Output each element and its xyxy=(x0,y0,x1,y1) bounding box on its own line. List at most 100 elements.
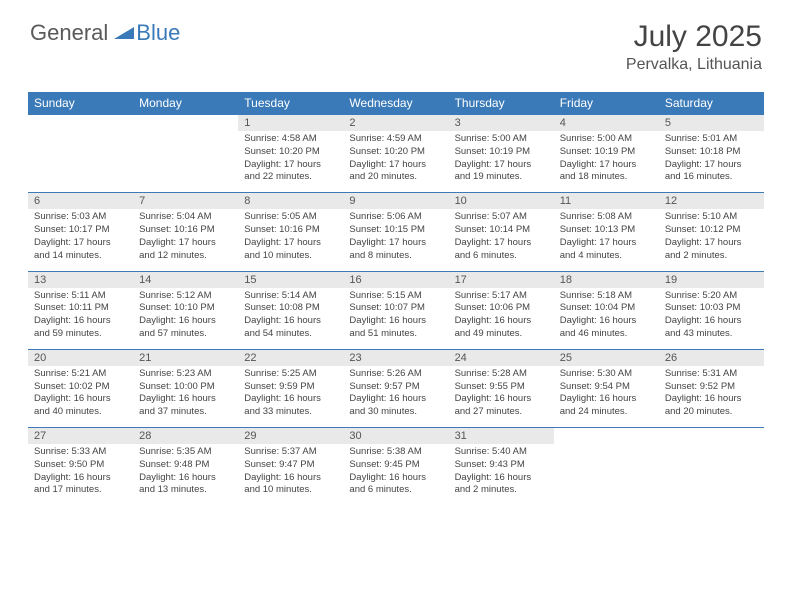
day-details: Sunrise: 5:18 AMSunset: 10:04 PMDaylight… xyxy=(554,288,659,349)
day-details: Sunrise: 5:14 AMSunset: 10:08 PMDaylight… xyxy=(238,288,343,349)
day-number: 18 xyxy=(554,272,659,288)
triangle-icon xyxy=(114,23,134,44)
day-number: 6 xyxy=(28,193,133,209)
calendar-day: 6Sunrise: 5:03 AMSunset: 10:17 PMDayligh… xyxy=(28,193,133,271)
logo-text-general: General xyxy=(30,20,108,46)
day-number: 16 xyxy=(343,272,448,288)
calendar-day: 20Sunrise: 5:21 AMSunset: 10:02 PMDaylig… xyxy=(28,349,133,427)
day-number: 9 xyxy=(343,193,448,209)
day-details: Sunrise: 5:12 AMSunset: 10:10 PMDaylight… xyxy=(133,288,238,349)
calendar-day: 15Sunrise: 5:14 AMSunset: 10:08 PMDaylig… xyxy=(238,271,343,349)
day-number: 14 xyxy=(133,272,238,288)
day-number: 31 xyxy=(449,428,554,444)
calendar-day: 19Sunrise: 5:20 AMSunset: 10:03 PMDaylig… xyxy=(659,271,764,349)
day-number: 28 xyxy=(133,428,238,444)
day-details: Sunrise: 5:04 AMSunset: 10:16 PMDaylight… xyxy=(133,209,238,270)
calendar-day: 30Sunrise: 5:38 AMSunset: 9:45 PMDayligh… xyxy=(343,428,448,506)
day-details: Sunrise: 5:35 AMSunset: 9:48 PMDaylight:… xyxy=(133,444,238,505)
day-details: Sunrise: 5:00 AMSunset: 10:19 PMDaylight… xyxy=(449,131,554,192)
calendar-empty xyxy=(659,428,764,506)
day-number: 3 xyxy=(449,115,554,131)
location-text: Pervalka, Lithuania xyxy=(626,56,762,74)
day-details: Sunrise: 5:26 AMSunset: 9:57 PMDaylight:… xyxy=(343,366,448,427)
calendar-row: 20Sunrise: 5:21 AMSunset: 10:02 PMDaylig… xyxy=(28,349,764,427)
day-number: 24 xyxy=(449,350,554,366)
weekday-header: Wednesday xyxy=(343,92,448,115)
calendar-empty xyxy=(28,115,133,193)
calendar-empty xyxy=(554,428,659,506)
page-title: July 2025 xyxy=(626,20,762,54)
calendar-row: 27Sunrise: 5:33 AMSunset: 9:50 PMDayligh… xyxy=(28,428,764,506)
day-details: Sunrise: 5:28 AMSunset: 9:55 PMDaylight:… xyxy=(449,366,554,427)
calendar-day: 21Sunrise: 5:23 AMSunset: 10:00 PMDaylig… xyxy=(133,349,238,427)
day-details: Sunrise: 5:20 AMSunset: 10:03 PMDaylight… xyxy=(659,288,764,349)
calendar-day: 14Sunrise: 5:12 AMSunset: 10:10 PMDaylig… xyxy=(133,271,238,349)
day-number: 27 xyxy=(28,428,133,444)
day-details: Sunrise: 5:03 AMSunset: 10:17 PMDaylight… xyxy=(28,209,133,270)
calendar-day: 18Sunrise: 5:18 AMSunset: 10:04 PMDaylig… xyxy=(554,271,659,349)
day-number: 13 xyxy=(28,272,133,288)
day-number: 1 xyxy=(238,115,343,131)
calendar-day: 28Sunrise: 5:35 AMSunset: 9:48 PMDayligh… xyxy=(133,428,238,506)
day-details: Sunrise: 5:00 AMSunset: 10:19 PMDaylight… xyxy=(554,131,659,192)
day-details: Sunrise: 5:30 AMSunset: 9:54 PMDaylight:… xyxy=(554,366,659,427)
day-number: 5 xyxy=(659,115,764,131)
calendar-row: 1Sunrise: 4:58 AMSunset: 10:20 PMDayligh… xyxy=(28,115,764,193)
calendar-day: 10Sunrise: 5:07 AMSunset: 10:14 PMDaylig… xyxy=(449,193,554,271)
logo-text-blue: Blue xyxy=(136,20,180,46)
header: General Blue July 2025 Pervalka, Lithuan… xyxy=(0,0,792,84)
day-details: Sunrise: 5:07 AMSunset: 10:14 PMDaylight… xyxy=(449,209,554,270)
calendar-day: 4Sunrise: 5:00 AMSunset: 10:19 PMDayligh… xyxy=(554,115,659,193)
calendar-day: 3Sunrise: 5:00 AMSunset: 10:19 PMDayligh… xyxy=(449,115,554,193)
day-details: Sunrise: 5:11 AMSunset: 10:11 PMDaylight… xyxy=(28,288,133,349)
calendar-day: 29Sunrise: 5:37 AMSunset: 9:47 PMDayligh… xyxy=(238,428,343,506)
calendar-day: 26Sunrise: 5:31 AMSunset: 9:52 PMDayligh… xyxy=(659,349,764,427)
calendar-day: 12Sunrise: 5:10 AMSunset: 10:12 PMDaylig… xyxy=(659,193,764,271)
calendar-day: 9Sunrise: 5:06 AMSunset: 10:15 PMDayligh… xyxy=(343,193,448,271)
calendar-day: 27Sunrise: 5:33 AMSunset: 9:50 PMDayligh… xyxy=(28,428,133,506)
title-block: July 2025 Pervalka, Lithuania xyxy=(626,20,762,74)
day-details: Sunrise: 5:23 AMSunset: 10:00 PMDaylight… xyxy=(133,366,238,427)
calendar-table: SundayMondayTuesdayWednesdayThursdayFrid… xyxy=(28,92,764,505)
calendar-day: 23Sunrise: 5:26 AMSunset: 9:57 PMDayligh… xyxy=(343,349,448,427)
calendar-day: 25Sunrise: 5:30 AMSunset: 9:54 PMDayligh… xyxy=(554,349,659,427)
calendar-day: 24Sunrise: 5:28 AMSunset: 9:55 PMDayligh… xyxy=(449,349,554,427)
calendar-empty xyxy=(133,115,238,193)
calendar-day: 17Sunrise: 5:17 AMSunset: 10:06 PMDaylig… xyxy=(449,271,554,349)
day-number: 30 xyxy=(343,428,448,444)
day-number: 20 xyxy=(28,350,133,366)
day-details: Sunrise: 5:05 AMSunset: 10:16 PMDaylight… xyxy=(238,209,343,270)
day-number: 19 xyxy=(659,272,764,288)
weekday-header: Sunday xyxy=(28,92,133,115)
day-number: 29 xyxy=(238,428,343,444)
day-number: 25 xyxy=(554,350,659,366)
weekday-header: Saturday xyxy=(659,92,764,115)
day-number: 10 xyxy=(449,193,554,209)
weekday-header: Monday xyxy=(133,92,238,115)
day-details: Sunrise: 5:33 AMSunset: 9:50 PMDaylight:… xyxy=(28,444,133,505)
weekday-header: Tuesday xyxy=(238,92,343,115)
calendar-day: 5Sunrise: 5:01 AMSunset: 10:18 PMDayligh… xyxy=(659,115,764,193)
calendar-day: 16Sunrise: 5:15 AMSunset: 10:07 PMDaylig… xyxy=(343,271,448,349)
day-number: 11 xyxy=(554,193,659,209)
calendar-row: 6Sunrise: 5:03 AMSunset: 10:17 PMDayligh… xyxy=(28,193,764,271)
day-details: Sunrise: 5:38 AMSunset: 9:45 PMDaylight:… xyxy=(343,444,448,505)
calendar-day: 31Sunrise: 5:40 AMSunset: 9:43 PMDayligh… xyxy=(449,428,554,506)
calendar-day: 2Sunrise: 4:59 AMSunset: 10:20 PMDayligh… xyxy=(343,115,448,193)
day-number: 8 xyxy=(238,193,343,209)
calendar-day: 13Sunrise: 5:11 AMSunset: 10:11 PMDaylig… xyxy=(28,271,133,349)
calendar-header-row: SundayMondayTuesdayWednesdayThursdayFrid… xyxy=(28,92,764,115)
day-number: 21 xyxy=(133,350,238,366)
day-details: Sunrise: 5:21 AMSunset: 10:02 PMDaylight… xyxy=(28,366,133,427)
day-details: Sunrise: 5:10 AMSunset: 10:12 PMDaylight… xyxy=(659,209,764,270)
day-details: Sunrise: 5:06 AMSunset: 10:15 PMDaylight… xyxy=(343,209,448,270)
weekday-header: Friday xyxy=(554,92,659,115)
day-details: Sunrise: 5:31 AMSunset: 9:52 PMDaylight:… xyxy=(659,366,764,427)
weekday-header: Thursday xyxy=(449,92,554,115)
calendar-day: 7Sunrise: 5:04 AMSunset: 10:16 PMDayligh… xyxy=(133,193,238,271)
day-details: Sunrise: 5:15 AMSunset: 10:07 PMDaylight… xyxy=(343,288,448,349)
day-details: Sunrise: 5:01 AMSunset: 10:18 PMDaylight… xyxy=(659,131,764,192)
calendar-day: 22Sunrise: 5:25 AMSunset: 9:59 PMDayligh… xyxy=(238,349,343,427)
day-details: Sunrise: 5:17 AMSunset: 10:06 PMDaylight… xyxy=(449,288,554,349)
day-number: 4 xyxy=(554,115,659,131)
